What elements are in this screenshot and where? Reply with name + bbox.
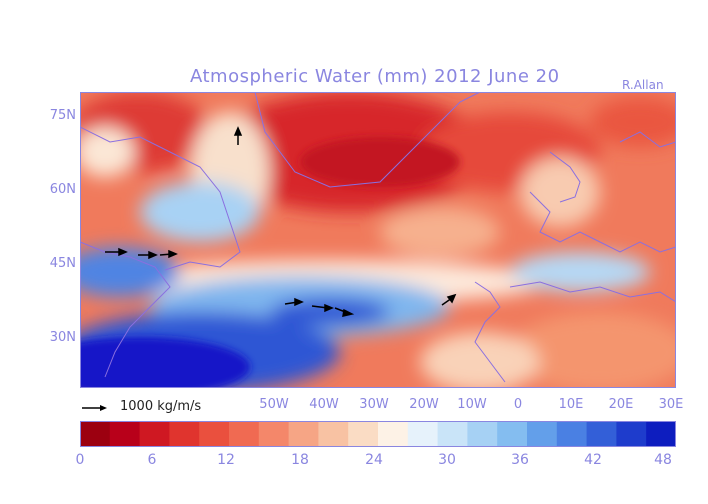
flux-vectors	[105, 126, 457, 317]
lon-label-30w: 30W	[359, 397, 389, 412]
map-title: Atmospheric Water (mm) 2012 June 20	[190, 66, 560, 87]
lon-label-20w: 20W	[409, 397, 439, 412]
colorbar-segment	[229, 421, 260, 447]
vector-legend-label: 1000 kg/m/s	[120, 399, 202, 414]
lon-label-50w: 50W	[259, 397, 289, 412]
colorbar-segment	[139, 421, 170, 447]
coastlines	[80, 92, 676, 383]
water-vapour-map	[80, 92, 676, 388]
lat-label-45n: 45N	[49, 256, 76, 271]
moist-tropical-pool	[80, 337, 250, 388]
lon-label-20e: 20E	[608, 397, 634, 412]
lon-label-10e: 10E	[558, 397, 584, 412]
finland-coast	[619, 131, 676, 148]
lat-label-75n: 75N	[49, 108, 76, 123]
colorbar-tick: 6	[147, 452, 157, 468]
us-east-coast	[80, 241, 171, 378]
lon-label-10w: 10W	[457, 397, 487, 412]
mediterranean-coast	[509, 281, 676, 303]
lon-label-0: 0	[513, 397, 523, 412]
colorbar-segment	[497, 421, 528, 447]
moisture-field	[80, 92, 676, 388]
colorbar-segment	[407, 421, 439, 447]
colorbar-tick: 24	[365, 452, 383, 468]
colorbar-segment	[467, 421, 498, 447]
colorbar-segment	[646, 421, 676, 447]
map-canvas	[80, 92, 676, 388]
colorbar-segment	[556, 421, 588, 447]
colorbar-tick: 48	[654, 452, 672, 468]
greenland-coast	[254, 92, 481, 188]
lon-label-40w: 40W	[309, 397, 339, 412]
map-frame	[80, 92, 676, 388]
colorbar-tick: 0	[75, 452, 85, 468]
europe-coast	[529, 191, 676, 253]
colorbar-tick: 18	[291, 452, 309, 468]
colorbar-segment	[80, 421, 111, 447]
colorbar-segment	[616, 421, 647, 447]
colorbar-segment	[318, 421, 349, 447]
colorbar-segment	[199, 421, 230, 447]
dry-greenland-core	[300, 137, 460, 187]
colorbar-tick: 12	[217, 452, 235, 468]
colorbar-segment	[586, 421, 617, 447]
canada-coast	[80, 126, 241, 271]
scandinavia-coast	[549, 151, 581, 203]
colorbar-segment	[378, 421, 409, 447]
colorbar-segment	[258, 421, 290, 447]
colorbar-segment	[437, 421, 468, 447]
colorbar-frame	[80, 421, 676, 447]
lon-label-30e: 30E	[658, 397, 684, 412]
lat-label-30n: 30N	[49, 330, 76, 345]
colorbar-tick: 42	[584, 452, 602, 468]
colorbar-tick: 36	[511, 452, 529, 468]
iberia-africa-coast	[474, 281, 506, 383]
colorbar-segment	[109, 421, 141, 447]
colorbar-segment	[527, 421, 558, 447]
colorbar-segment	[169, 421, 200, 447]
lat-label-60n: 60N	[49, 182, 76, 197]
colorbar-segment	[288, 421, 319, 447]
colorbar-tick: 30	[438, 452, 456, 468]
colorbar-segment	[348, 421, 379, 447]
credit-label: R.Allan	[622, 78, 664, 92]
vector-legend-arrow-icon	[82, 405, 107, 411]
colorbar	[80, 421, 676, 447]
